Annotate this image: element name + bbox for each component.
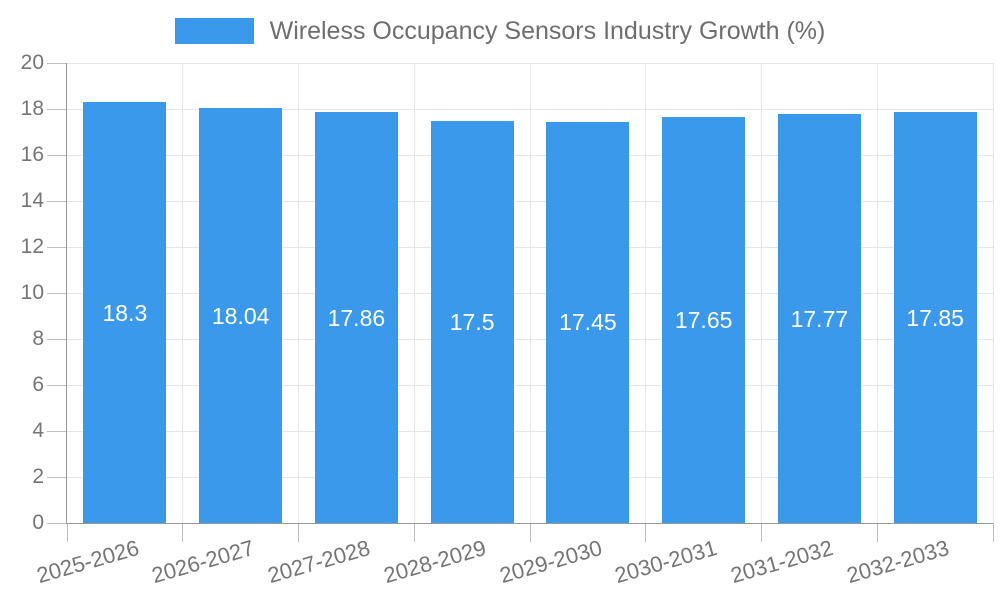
legend-swatch-icon [174, 18, 254, 44]
bar-2026-2027[interactable] [199, 108, 283, 523]
legend-label: Wireless Occupancy Sensors Industry Grow… [269, 17, 826, 45]
x-axis-tick-label: 2031-2032 [727, 535, 836, 589]
y-axis-tick [47, 292, 67, 294]
x-axis-tick [992, 523, 994, 542]
gridline-vertical [529, 63, 531, 523]
y-axis-tick [47, 338, 67, 340]
gridline-vertical [992, 63, 994, 523]
y-axis-tick-label: 14 [20, 189, 44, 212]
y-axis-tick [47, 200, 67, 202]
bar-2027-2028[interactable] [314, 112, 398, 523]
x-axis-tick [645, 523, 647, 542]
y-axis-tick-label: 12 [20, 235, 44, 258]
bar-2029-2030[interactable] [546, 121, 630, 523]
y-axis-tick [47, 108, 67, 110]
x-axis-tick [66, 523, 68, 542]
x-axis-tick-label: 2032-2033 [843, 535, 952, 589]
x-axis-tick-label: 2030-2031 [612, 535, 721, 589]
y-axis-tick-label: 6 [32, 373, 44, 396]
x-axis-tick-label: 2025-2026 [33, 535, 142, 589]
x-axis-tick [761, 523, 762, 542]
gridline-vertical [182, 63, 184, 523]
gridline-vertical [876, 63, 878, 523]
y-axis-tick [47, 154, 67, 156]
x-axis-tick [298, 523, 299, 542]
gridline-vertical [298, 63, 299, 523]
x-axis-tick-label: 2028-2029 [380, 535, 489, 589]
y-axis-tick [47, 430, 67, 432]
y-axis-tick [47, 522, 67, 524]
gridline-vertical [413, 63, 415, 523]
bar-2032-2033[interactable] [893, 112, 977, 523]
x-axis-tick [529, 523, 531, 542]
y-axis-tick-label: 20 [20, 51, 44, 74]
y-axis-tick-label: 8 [32, 327, 44, 350]
y-axis-line [66, 63, 67, 524]
y-axis-tick-label: 10 [20, 281, 44, 304]
bar-2028-2029[interactable] [430, 120, 514, 523]
y-axis-tick-label: 18 [20, 97, 44, 120]
x-axis-tick [876, 523, 878, 542]
y-axis-tick [47, 62, 67, 64]
x-axis-tick-label: 2029-2030 [496, 535, 605, 589]
y-axis-tick [47, 384, 67, 386]
legend[interactable]: Wireless Occupancy Sensors Industry Grow… [0, 15, 1000, 47]
y-axis-tick-label: 0 [32, 511, 44, 534]
bar-2031-2032[interactable] [777, 114, 861, 523]
y-axis-tick-label: 16 [20, 143, 44, 166]
x-axis-tick-label: 2026-2027 [149, 535, 258, 589]
y-axis-tick-label: 2 [32, 465, 44, 488]
bar-2025-2026[interactable] [83, 102, 167, 523]
y-axis-tick [47, 246, 67, 248]
x-axis-line [67, 523, 993, 524]
gridline-vertical [761, 63, 762, 523]
y-axis-tick-label: 4 [32, 419, 44, 442]
x-axis-tick [182, 523, 184, 542]
bar-2030-2031[interactable] [662, 117, 746, 523]
x-axis-tick [413, 523, 415, 542]
x-axis-tick-label: 2027-2028 [264, 535, 373, 589]
gridline-vertical [645, 63, 647, 523]
y-axis-tick [47, 476, 67, 478]
